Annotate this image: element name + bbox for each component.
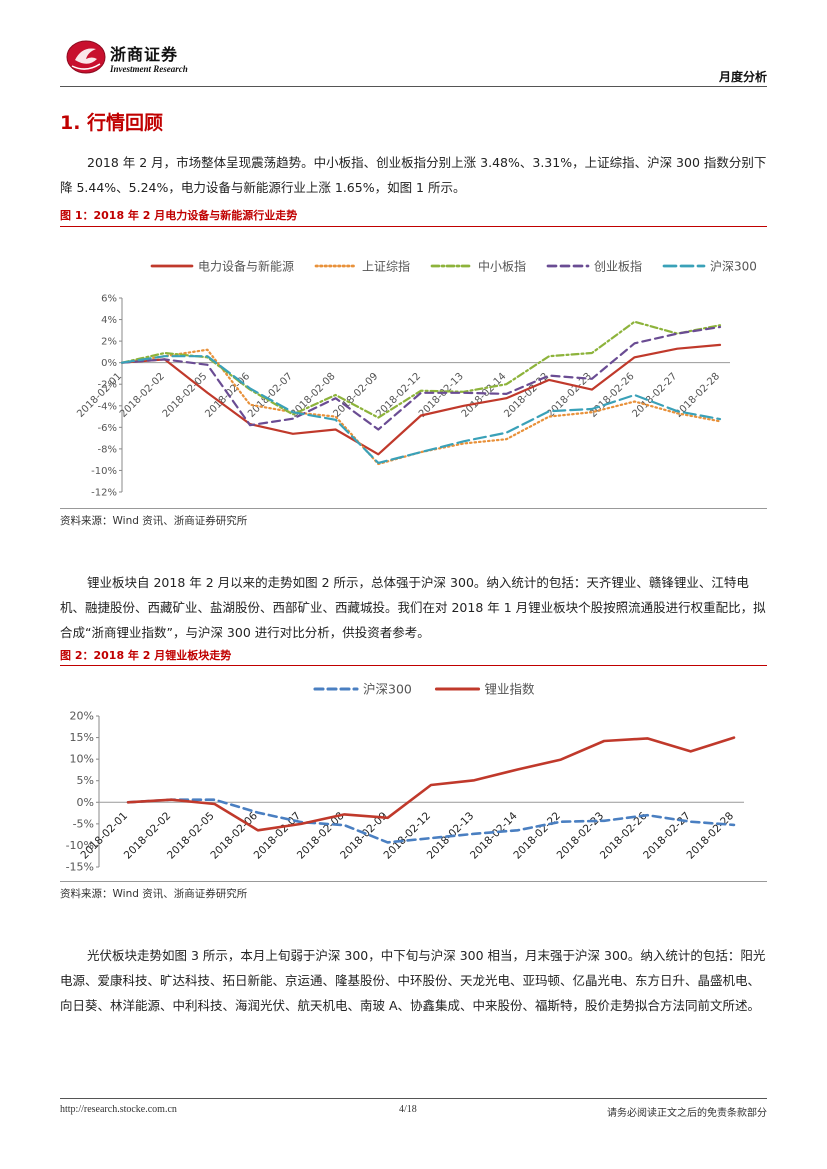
figure-1-line-chart: 6%4%2%0%-2%-4%-6%-8%-10%-12%2018-02-0120…	[75, 259, 757, 499]
series-line-锂业指数	[126, 736, 736, 832]
y-tick-label: -8%	[98, 444, 117, 455]
x-tick-label: 2018-02-05	[161, 371, 210, 420]
y-tick-label: 2%	[101, 337, 117, 348]
y-tick-label: -4%	[98, 401, 117, 412]
report-type: 月度分析	[718, 70, 767, 84]
series-line-电力设备与新能源	[120, 343, 722, 456]
y-tick-label: -6%	[98, 423, 117, 434]
company-logo	[66, 40, 106, 74]
x-tick-label: 2018-02-13	[417, 371, 466, 420]
y-tick-label: -15%	[66, 861, 94, 874]
figure-1-source: 资料来源：Wind 资讯、浙商证券研究所	[60, 515, 248, 527]
y-tick-label: -10%	[66, 839, 94, 852]
brand-subtitle: Investment Research	[110, 64, 188, 74]
paragraph-market-review: 2018 年 2 月，市场整体呈现震荡趋势。中小板指、创业板指分别上涨 3.48…	[60, 155, 767, 195]
y-tick-label: -5%	[73, 817, 94, 830]
y-tick-label: 5%	[77, 774, 94, 787]
y-tick-label: -2%	[98, 380, 117, 391]
y-tick-label: -12%	[91, 488, 117, 499]
x-tick-label: 2018-02-02	[118, 371, 167, 420]
series-line-沪深300	[120, 355, 722, 464]
page-number: 4/18	[399, 1104, 417, 1115]
legend-label: 锂业指数	[485, 682, 536, 697]
y-tick-label: -10%	[91, 466, 117, 477]
header-divider	[60, 86, 767, 87]
series-line-沪深300	[126, 798, 736, 844]
figure-2-top-rule	[60, 665, 767, 666]
figure-1-bottom-rule	[60, 508, 767, 509]
x-tick-label: 2018-02-28	[673, 371, 722, 420]
legend-label: 创业板指	[594, 259, 642, 274]
y-tick-label: 10%	[70, 753, 94, 766]
y-tick-label: 6%	[101, 294, 117, 305]
figure-1-title: 图 1：2018 年 2 月电力设备与新能源行业走势	[60, 209, 298, 222]
figure-1-top-rule	[60, 226, 767, 227]
figure-2-title: 图 2：2018 年 2 月锂业板块走势	[60, 649, 232, 662]
legend-label: 沪深300	[363, 682, 412, 697]
x-tick-label: 2018-02-28	[684, 810, 736, 862]
disclaimer-note: 请务必阅读正文之后的免责条款部分	[607, 1108, 767, 1119]
figure-2-source: 资料来源：Wind 资讯、浙商证券研究所	[60, 888, 248, 900]
y-tick-label: 15%	[70, 731, 94, 744]
legend-label: 电力设备与新能源	[198, 259, 294, 274]
figure-2-bottom-rule	[60, 881, 767, 882]
x-tick-label: 2018-02-14	[460, 371, 509, 420]
paragraph-photovoltaic: 光伏板块走势如图 3 所示，本月上旬弱于沪深 300，中下旬与沪深 300 相当…	[60, 948, 766, 1013]
brand-name: 浙商证券	[110, 45, 179, 64]
series-line-创业板指	[120, 325, 722, 431]
y-tick-label: 0%	[101, 358, 117, 369]
footer-url[interactable]: http://research.stocke.com.cn	[60, 1104, 177, 1115]
y-tick-label: 4%	[101, 315, 117, 326]
y-tick-label: 0%	[77, 796, 94, 809]
footer-divider	[60, 1098, 767, 1099]
legend-label: 中小板指	[478, 259, 526, 274]
legend-label: 沪深300	[710, 260, 757, 274]
paragraph-lithium: 锂业板块自 2018 年 2 月以来的走势如图 2 所示，总体强于沪深 300。…	[60, 575, 766, 640]
x-tick-label: 2018-02-01	[75, 371, 124, 420]
y-tick-label: 20%	[70, 710, 94, 723]
figure-2-line-chart: 20%15%10%5%0%-5%-10%-15%2018-02-012018-0…	[66, 682, 744, 874]
section-title: 1. 行情回顾	[60, 112, 164, 134]
x-tick-label: 2018-02-26	[588, 371, 637, 420]
legend-label: 上证综指	[362, 259, 410, 274]
